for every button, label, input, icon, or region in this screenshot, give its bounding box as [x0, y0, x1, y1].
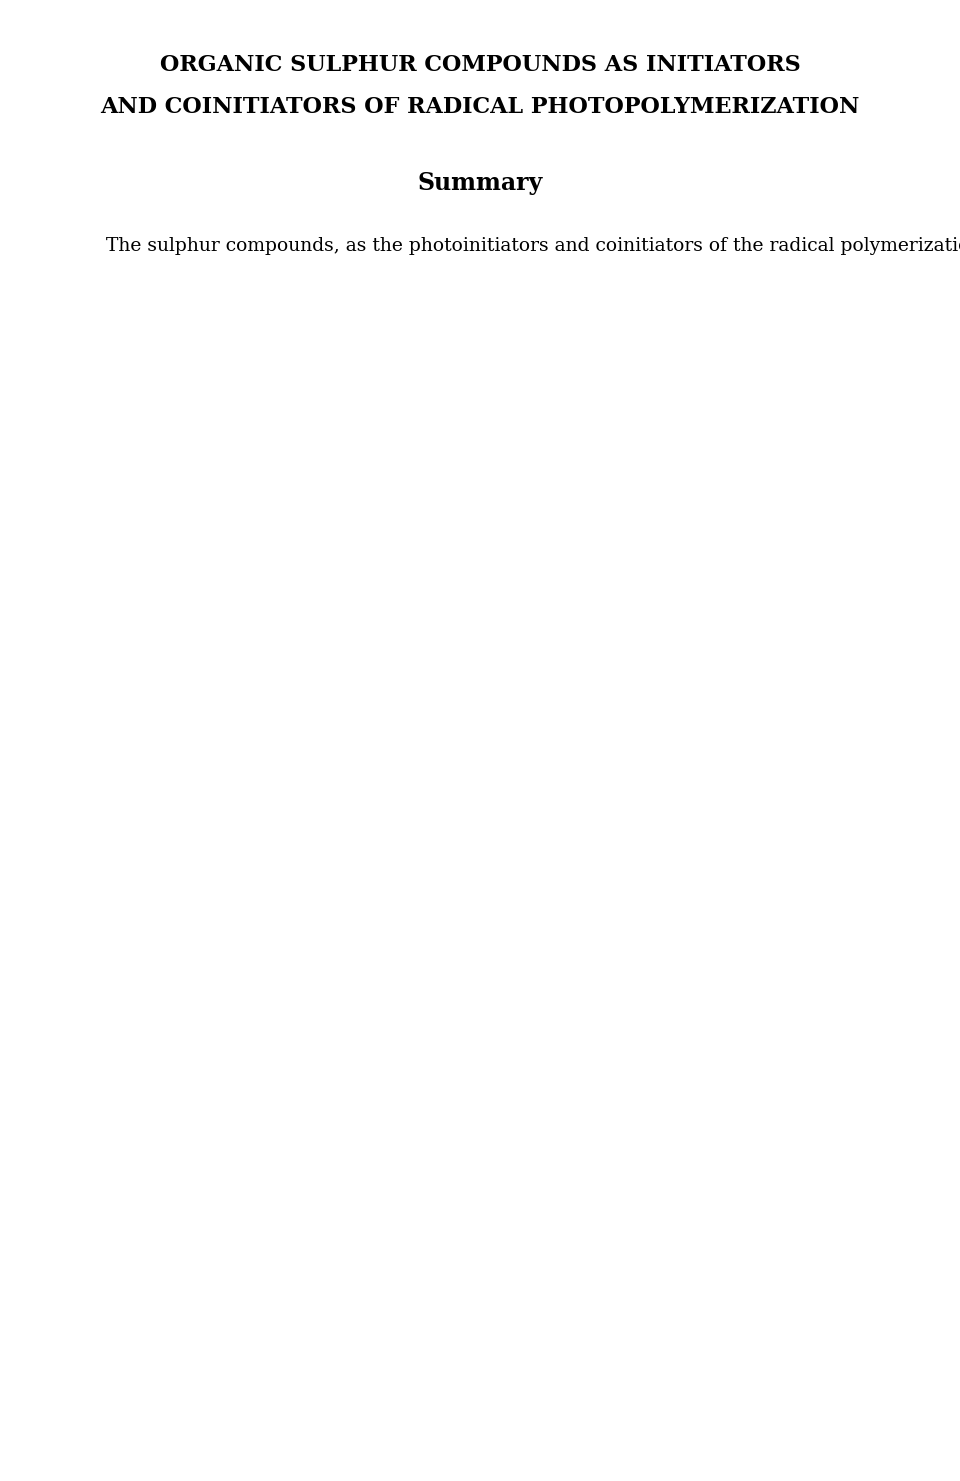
Text: The sulphur compounds, as the photoinitiators and coinitiators of the radical po: The sulphur compounds, as the photoiniti… — [106, 237, 960, 255]
Text: Summary: Summary — [418, 172, 542, 195]
Text: ORGANIC SULPHUR COMPOUNDS AS INITIATORS: ORGANIC SULPHUR COMPOUNDS AS INITIATORS — [159, 55, 801, 77]
Text: AND COINITIATORS OF RADICAL PHOTOPOLYMERIZATION: AND COINITIATORS OF RADICAL PHOTOPOLYMER… — [100, 96, 860, 118]
